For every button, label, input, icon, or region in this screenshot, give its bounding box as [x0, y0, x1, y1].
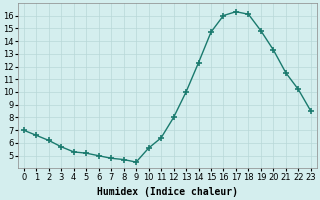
X-axis label: Humidex (Indice chaleur): Humidex (Indice chaleur) [97, 187, 238, 197]
